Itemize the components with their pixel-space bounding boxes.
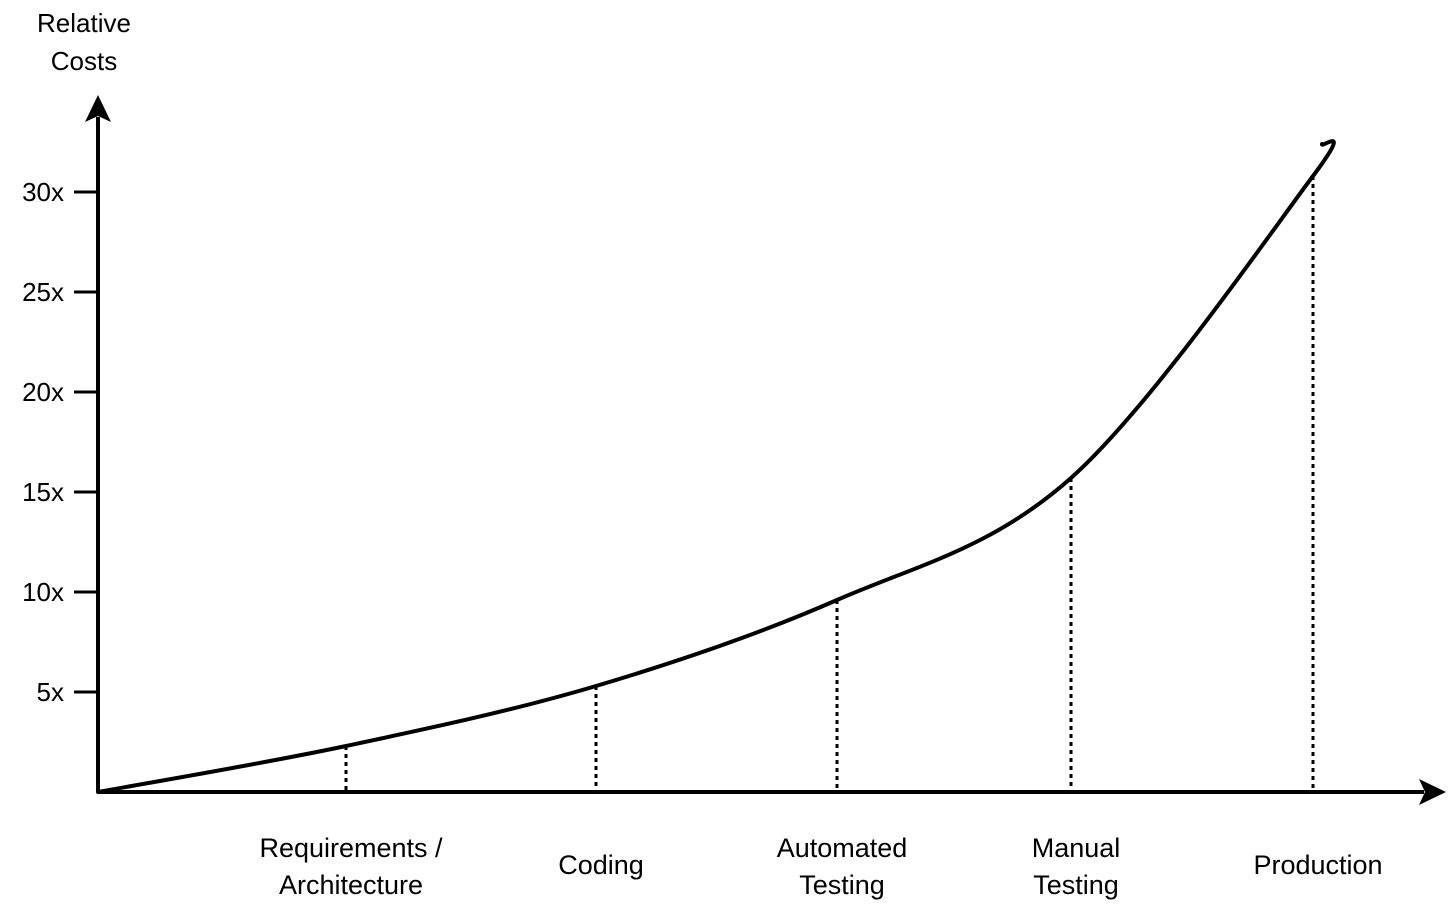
y-tick-label: 30x: [22, 177, 64, 207]
category-label-line: Testing: [799, 870, 885, 900]
category-label: Coding: [558, 850, 644, 880]
y-axis-title: Relative Costs: [37, 8, 131, 76]
category-label-line: Production: [1253, 850, 1382, 880]
category-label-line: Architecture: [279, 870, 423, 900]
category-label-line: Automated: [777, 833, 908, 863]
y-tick-label: 5x: [37, 677, 64, 707]
category-label-line: Requirements /: [259, 833, 443, 863]
drop-lines-group: [344, 176, 1315, 790]
category-label: Requirements / Architecture: [259, 833, 443, 900]
y-tick-label: 15x: [22, 477, 64, 507]
axes-group: [85, 95, 1446, 805]
category-label-line: Coding: [558, 850, 644, 880]
curve-group: [96, 139, 1336, 794]
y-axis-arrowhead: [85, 95, 111, 122]
y-ticks-group: 5x 10x 15x 20x 25x 30x: [22, 177, 98, 707]
category-label: Production: [1253, 850, 1382, 880]
category-label: Automated Testing: [777, 833, 908, 900]
labels-group: Relative Costs Requirements / Architecture C…: [37, 8, 1383, 900]
y-axis-title-line: Relative: [37, 8, 131, 38]
y-tick-label: 25x: [22, 277, 64, 307]
x-axis-arrowhead: [1419, 779, 1446, 805]
y-tick-label: 20x: [22, 377, 64, 407]
cost-curve-line: [96, 139, 1336, 794]
category-label: Manual Testing: [1032, 833, 1121, 900]
y-tick-label: 10x: [22, 577, 64, 607]
category-label-line: Manual: [1032, 833, 1121, 863]
y-axis-title-line: Costs: [51, 46, 117, 76]
category-label-line: Testing: [1033, 870, 1119, 900]
